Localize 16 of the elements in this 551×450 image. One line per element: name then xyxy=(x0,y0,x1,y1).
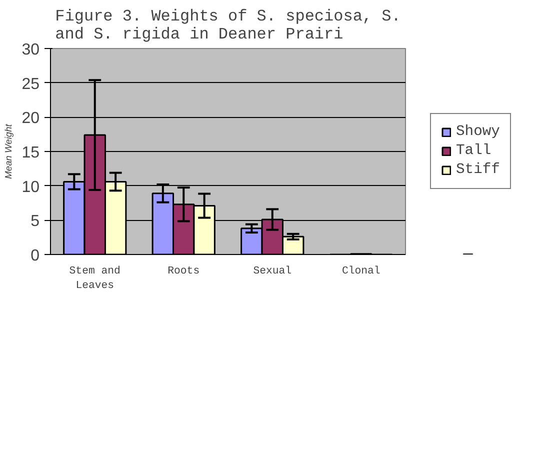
x-tick-label: Roots xyxy=(168,266,200,278)
y-tick-label: 5 xyxy=(30,213,40,230)
y-tick-label: 0 xyxy=(30,248,40,264)
y-tick-label: 15 xyxy=(22,144,40,162)
y-tick-label: 10 xyxy=(22,178,40,196)
y-tick-label: 30 xyxy=(22,42,40,58)
x-tick-label: Clonal xyxy=(342,266,380,278)
y-tick-label: 25 xyxy=(22,76,40,93)
chart-title: Figure 3. Weights of S. speciosa, S. and S. rigida in Deaner Prairi xyxy=(55,8,401,44)
x-tick-label: Sexual xyxy=(253,266,292,278)
legend-label: Stiff xyxy=(456,162,500,178)
legend-label: Showy xyxy=(456,124,500,140)
y-axis-title: Mean Weight xyxy=(4,124,14,179)
legend-label: Tall xyxy=(456,143,492,159)
x-tick-label: Stem and Leaves xyxy=(69,266,120,292)
y-tick-label: 20 xyxy=(22,110,40,128)
